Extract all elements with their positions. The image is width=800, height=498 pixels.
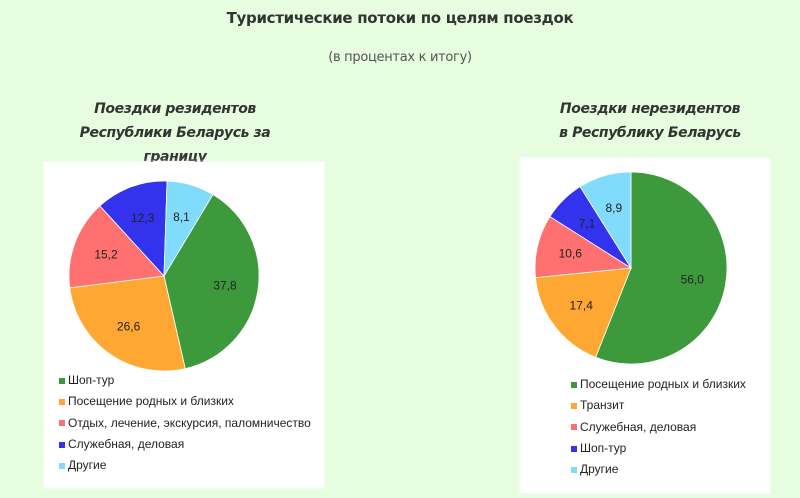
slice-value-label: 56,0 bbox=[681, 273, 705, 287]
pie-slice[interactable] bbox=[99, 180, 168, 277]
pie-chart-residents: 37,8 26,6 15,2 12,3 8,1 bbox=[68, 180, 260, 372]
legend-nonresidents: Посещение родных и близких Транзит Служебн… bbox=[571, 374, 746, 480]
slice-value-label: 17,4 bbox=[570, 299, 594, 313]
legend-item[interactable]: Посещение родных и близких bbox=[59, 391, 311, 412]
legend-item[interactable]: Служебная, деловая bbox=[571, 417, 746, 438]
pie-slice[interactable] bbox=[595, 171, 728, 365]
legend-swatch-icon bbox=[59, 398, 65, 405]
legend-swatch-icon bbox=[59, 462, 65, 469]
legend-swatch-icon bbox=[59, 441, 65, 448]
legend-item[interactable]: Другие bbox=[59, 455, 311, 476]
pie-slice[interactable] bbox=[535, 267, 632, 358]
pie-chart-nonresidents: 56,0 17,4 10,6 7,1 8,9 bbox=[534, 171, 728, 365]
legend-residents: Шоп-тур Посещение родных и близких Отдых, … bbox=[59, 370, 311, 476]
legend-label: Отдых, лечение, экскурсия, паломничество bbox=[68, 415, 311, 430]
slice-value-label: 26,6 bbox=[117, 320, 141, 334]
slice-value-label: 8,9 bbox=[605, 201, 622, 215]
legend-item[interactable]: Транзит bbox=[571, 395, 746, 416]
pie-slice[interactable] bbox=[69, 275, 186, 372]
legend-label: Шоп-тур bbox=[68, 373, 115, 387]
pie-slice[interactable] bbox=[579, 171, 632, 270]
chart-title-line: Поездки нерезидентов bbox=[559, 101, 741, 117]
chart-title-line: в Республику Беларусь bbox=[559, 125, 741, 141]
legend-label: Другие bbox=[580, 462, 619, 477]
legend-label: Посещение родных и близких bbox=[580, 377, 746, 391]
slice-value-label: 12,3 bbox=[131, 211, 155, 225]
legend-swatch-icon bbox=[571, 466, 577, 473]
legend-item[interactable]: Отдых, лечение, экскурсия, паломничество bbox=[59, 413, 311, 434]
chart-title-line: Поездки резидентов bbox=[94, 101, 256, 117]
slice-value-label: 15,2 bbox=[94, 248, 118, 262]
page-subtitle: (в процентах к итогу) bbox=[328, 50, 472, 65]
legend-label: Служебная, деловая bbox=[580, 419, 697, 434]
chart-title-residents: Поездки резидентов Республики Беларусь з… bbox=[60, 97, 290, 169]
pie-slice[interactable] bbox=[68, 205, 165, 289]
legend-swatch-icon bbox=[571, 381, 577, 388]
legend-swatch-icon bbox=[571, 445, 577, 452]
legend-label: Шоп-тур bbox=[580, 440, 627, 455]
legend-swatch-icon bbox=[571, 424, 577, 431]
legend-swatch-icon bbox=[59, 377, 65, 384]
legend-item[interactable]: Шоп-тур bbox=[571, 438, 746, 459]
legend-item[interactable]: Шоп-тур bbox=[59, 370, 311, 391]
slice-value-label: 8,1 bbox=[173, 210, 190, 224]
chart-panel-residents: 37,8 26,6 15,2 12,3 8,1 Шоп-тур Посещение род… bbox=[44, 162, 324, 488]
legend-item[interactable]: Посещение родных и близких bbox=[571, 374, 746, 395]
chart-panel-nonresidents: 56,0 17,4 10,6 7,1 8,9 Посещение родных и бл… bbox=[520, 158, 770, 493]
legend-label: Другие bbox=[68, 458, 107, 473]
page-title: Туристические потоки по целям поездок bbox=[226, 9, 574, 27]
pie-slice[interactable] bbox=[163, 194, 260, 370]
legend-label: Посещение родных и близких bbox=[68, 394, 234, 409]
legend-label: Служебная, деловая bbox=[68, 436, 185, 451]
legend-item[interactable]: Другие bbox=[571, 459, 746, 480]
legend-label: Транзит bbox=[580, 398, 625, 413]
slice-value-label: 10,6 bbox=[559, 247, 583, 261]
chart-title-line: Республики Беларусь за границу bbox=[79, 125, 271, 165]
slice-value-label: 37,8 bbox=[213, 279, 237, 293]
slice-value-label: 7,1 bbox=[579, 217, 596, 231]
legend-item[interactable]: Служебная, деловая bbox=[59, 434, 311, 455]
chart-title-nonresidents: Поездки нерезидентов в Республику Белару… bbox=[535, 97, 765, 145]
pie-slice[interactable] bbox=[163, 180, 214, 278]
legend-swatch-icon bbox=[59, 420, 65, 427]
legend-swatch-icon bbox=[571, 402, 577, 409]
